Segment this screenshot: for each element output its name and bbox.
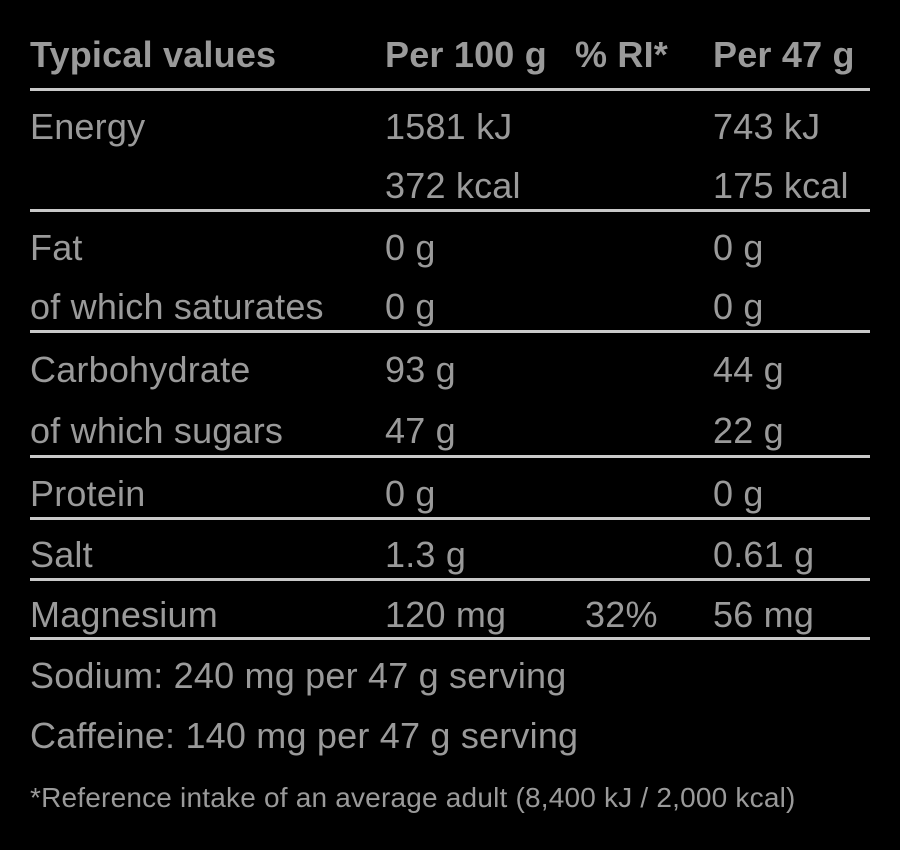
table-header-row: Typical values Per 100 g % RI* Per 47 g — [30, 0, 870, 88]
sodium-note: Sodium: 240 mg per 47 g serving — [30, 655, 567, 696]
cell-per47: 44 g — [713, 348, 784, 390]
cell-ri: 32% — [585, 594, 658, 635]
cell-per100: 1.3 g — [385, 534, 467, 575]
cell-per100: 120 mg — [385, 594, 507, 635]
cell-per100: 0 g — [385, 285, 436, 327]
cell-per100: 0 g — [385, 226, 436, 268]
cell-per100: 47 g — [385, 409, 456, 451]
row-label: Magnesium — [30, 594, 218, 635]
cell-per100: 1581 kJ — [385, 105, 513, 147]
cell-per47: 0 g — [713, 472, 764, 514]
row-label: of which saturates — [30, 285, 324, 327]
separator-line — [30, 330, 870, 333]
table-row: Magnesium 120 mg 32% 56 mg — [30, 581, 870, 637]
table-row: Fat 0 g 0 g — [30, 212, 870, 271]
separator-line — [30, 517, 870, 520]
cell-per47: 22 g — [713, 409, 784, 451]
table-row: of which sugars 47 g 22 g — [30, 394, 870, 455]
separator-line — [30, 637, 870, 640]
table-row: Protein 0 g 0 g — [30, 458, 870, 517]
cell-per47: 0 g — [713, 226, 764, 268]
cell-per47: 56 mg — [713, 594, 815, 635]
cell-per47: 0 g — [713, 285, 764, 327]
table-row: Energy 1581 kJ 743 kJ — [30, 91, 870, 150]
row-label: Carbohydrate — [30, 348, 251, 390]
caffeine-note: Caffeine: 140 mg per 47 g serving — [30, 715, 579, 756]
row-label: Fat — [30, 226, 83, 268]
header-typical-values: Typical values — [30, 34, 277, 75]
row-label: Salt — [30, 534, 93, 575]
table-row: Salt 1.3 g 0.61 g — [30, 520, 870, 578]
header-per-47g: Per 47 g — [713, 34, 855, 75]
nutrition-table: Typical values Per 100 g % RI* Per 47 g … — [30, 0, 870, 814]
cell-per47: 0.61 g — [713, 534, 815, 575]
header-percent-ri: % RI* — [575, 34, 669, 75]
row-label: of which sugars — [30, 409, 284, 451]
header-per-100g: Per 100 g — [385, 34, 547, 75]
row-label: Protein — [30, 472, 146, 514]
table-row: 372 kcal 175 kcal — [30, 150, 870, 209]
reference-intake-footnote: *Reference intake of an average adult (8… — [30, 782, 796, 813]
cell-per100: 0 g — [385, 472, 436, 514]
separator-line — [30, 578, 870, 581]
cell-per100: 372 kcal — [385, 164, 521, 206]
table-row: of which saturates 0 g 0 g — [30, 271, 870, 330]
cell-per47: 175 kcal — [713, 164, 849, 206]
cell-per100: 93 g — [385, 348, 456, 390]
cell-per47: 743 kJ — [713, 105, 821, 147]
row-label: Energy — [30, 105, 146, 147]
table-row: Carbohydrate 93 g 44 g — [30, 333, 870, 394]
separator-line — [30, 88, 870, 91]
separator-line — [30, 209, 870, 212]
separator-line — [30, 455, 870, 458]
